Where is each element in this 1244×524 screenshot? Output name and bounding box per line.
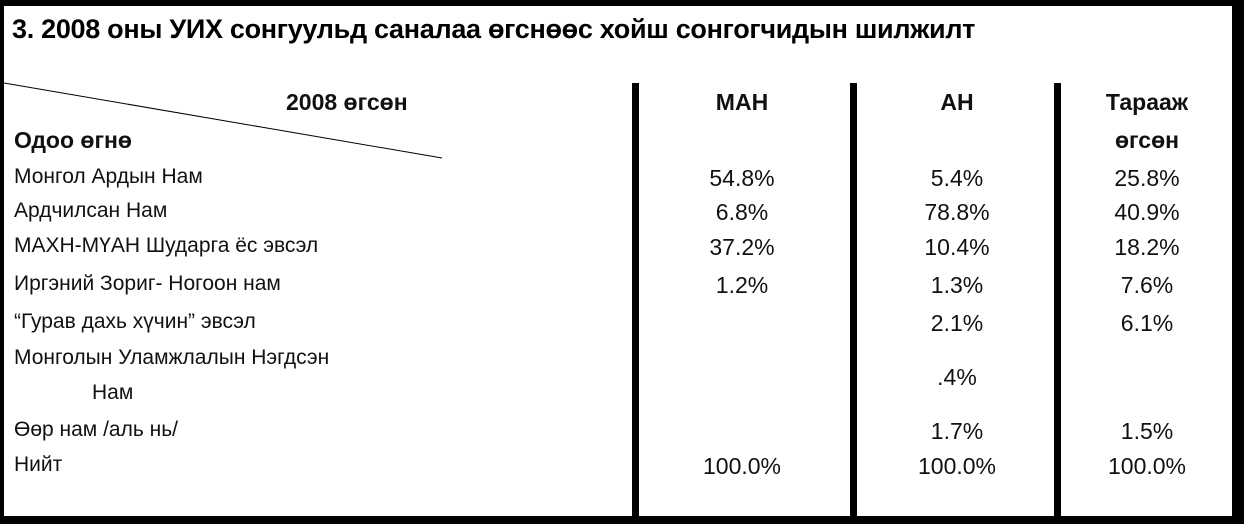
row-label: Иргэний Зориг- Ногоон нам (14, 272, 281, 295)
table-cell: 25.8% (1114, 165, 1180, 191)
table-cell: 2.1% (930, 310, 984, 336)
table-title: 3. 2008 оны УИХ сонгуульд саналаа өгснөө… (12, 14, 976, 44)
row-label: МАХН-МҮАН Шударга ёс эвсэл (14, 234, 319, 257)
column-header-scattered: Тарааж (1105, 89, 1189, 115)
column-divider (632, 83, 639, 516)
table-cell: .4% (937, 364, 977, 390)
table-cell: 10.4% (924, 234, 990, 260)
table-cell: 6.1% (1120, 310, 1174, 336)
row-label: Өөр нам /аль нь/ (14, 418, 178, 441)
row-label: Нийт (14, 453, 63, 476)
column-header-scattered-line2: өгсөн (1114, 127, 1180, 153)
table-cell: 18.2% (1114, 234, 1180, 260)
table-cell: 78.8% (924, 199, 990, 225)
row-label: Ардчилсан Нам (14, 199, 168, 222)
table-cell: 100.0% (702, 453, 781, 479)
table-cell: 100.0% (1107, 453, 1186, 479)
column-divider (850, 83, 857, 516)
diagonal-header-divider (4, 82, 443, 159)
column-header-man: МАН (715, 89, 769, 115)
table-cell: 54.8% (709, 165, 775, 191)
row-label: Монголын Уламжлалын Нэгдсэн (14, 346, 330, 369)
corner-top-label: 2008 өгсөн (286, 89, 408, 115)
column-divider (1054, 83, 1061, 516)
table-cell: 100.0% (917, 453, 996, 479)
table-cell: 1.5% (1120, 418, 1174, 444)
table-cell: 40.9% (1114, 199, 1180, 225)
row-label: Монгол Ардын Нам (14, 165, 203, 188)
table-cell: 1.3% (930, 272, 984, 298)
table-cell: 7.6% (1120, 272, 1174, 298)
table-cell: 5.4% (930, 165, 984, 191)
table-cell: 1.7% (930, 418, 984, 444)
column-header-an: АН (940, 89, 974, 115)
row-label-continued: Нам (92, 381, 134, 404)
corner-side-label: Одоо өгнө (14, 127, 132, 153)
row-label: “Гурав дахь хүчин” эвсэл (14, 310, 256, 333)
table-cell: 6.8% (715, 199, 769, 225)
table-cell: 37.2% (709, 234, 775, 260)
table-sheet: 3. 2008 оны УИХ сонгуульд саналаа өгснөө… (4, 6, 1232, 516)
table-cell: 1.2% (715, 272, 769, 298)
